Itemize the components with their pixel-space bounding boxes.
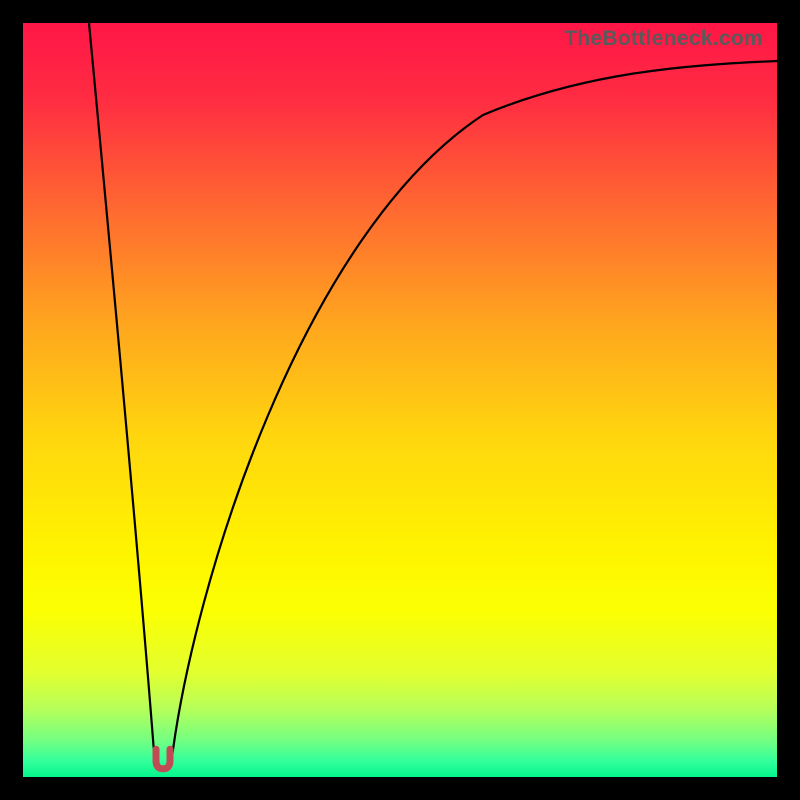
gradient-background	[23, 23, 777, 777]
gradient-rect	[23, 23, 777, 777]
plot-area: TheBottleneck.com	[23, 23, 777, 777]
watermark-text: TheBottleneck.com	[564, 27, 763, 51]
u-icon	[156, 749, 170, 769]
chart-frame: TheBottleneck.com	[0, 0, 800, 800]
vertex-marker	[149, 744, 177, 774]
